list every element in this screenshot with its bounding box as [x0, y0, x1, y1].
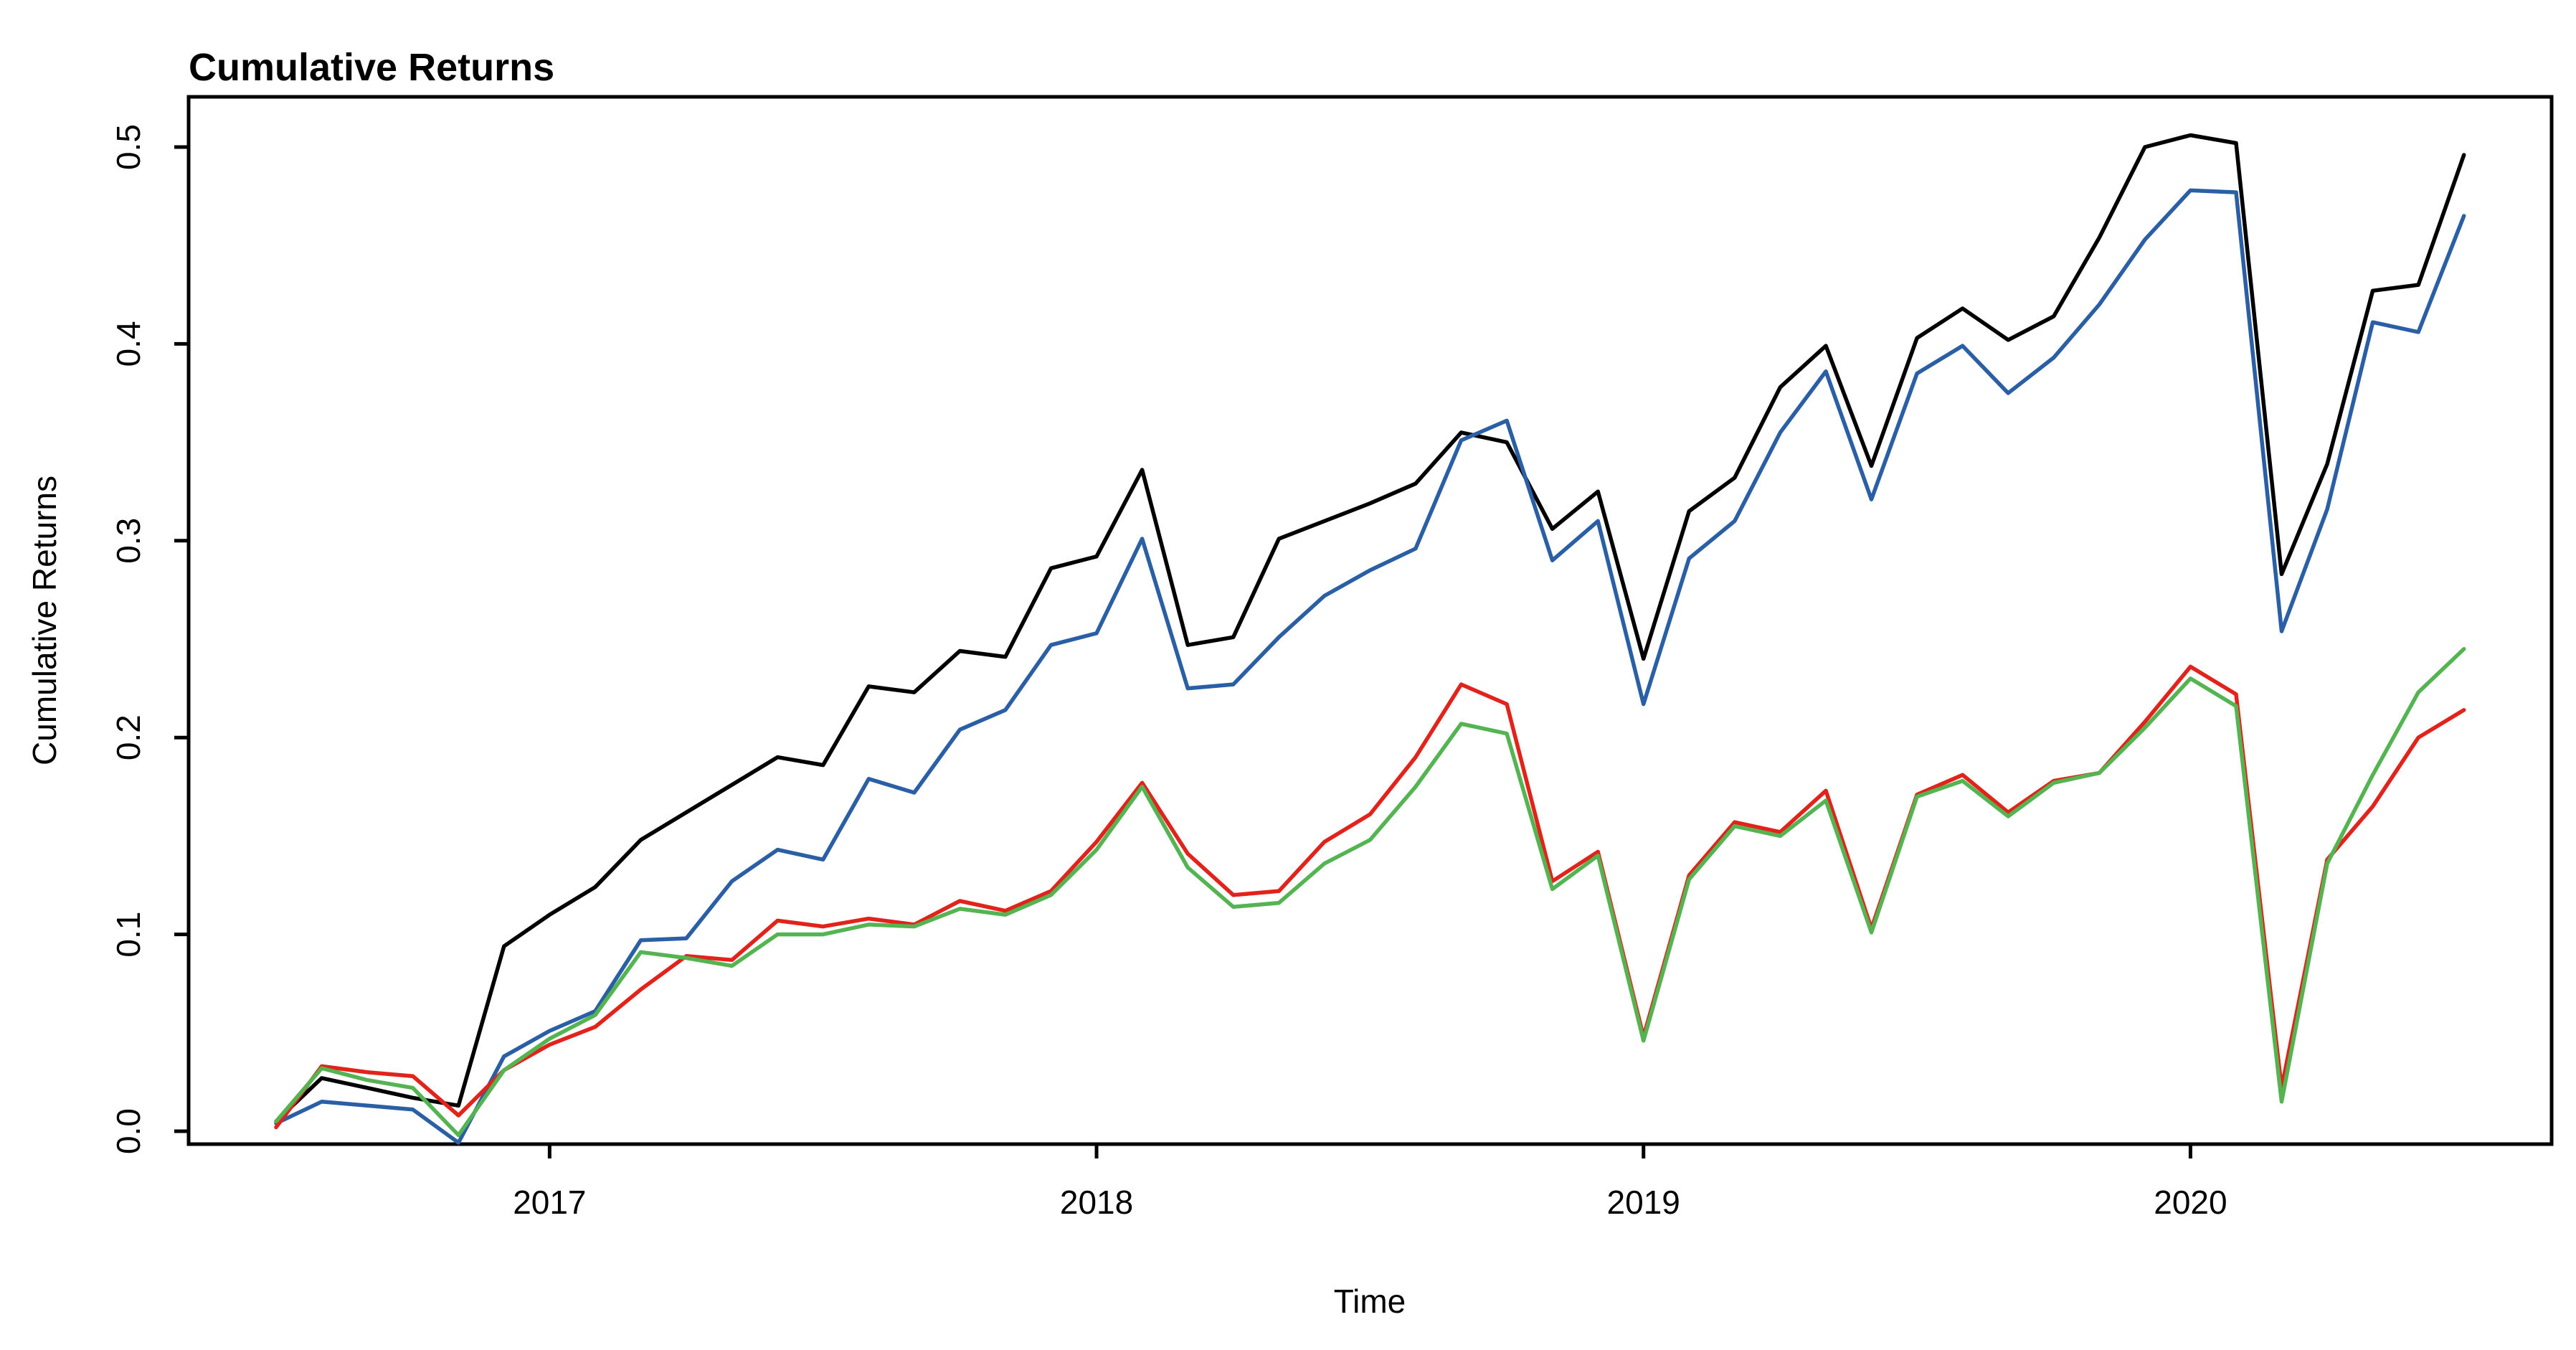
y-tick-label-0.4: 0.4 — [110, 321, 147, 367]
series-black-line — [274, 133, 2466, 1124]
plot-box — [186, 95, 2554, 1146]
x-axis-label: Time — [1334, 1283, 1406, 1320]
y-tick-label-0.0: 0.0 — [110, 1108, 147, 1154]
y-tick-label-0.1: 0.1 — [110, 912, 147, 958]
y-tick-label-0.2: 0.2 — [110, 714, 147, 760]
y-tick-label-0.5: 0.5 — [110, 124, 147, 170]
x-tick-label-2020: 2020 — [2154, 1184, 2227, 1221]
x-tick-label-2019: 2019 — [1607, 1184, 1680, 1221]
y-tick-label-0.3: 0.3 — [110, 518, 147, 564]
y-axis-label: Cumulative Returns — [26, 476, 63, 765]
series-blue-line — [274, 188, 2466, 1145]
series-lines — [274, 133, 2466, 1145]
y-axis: 0.0 0.1 0.2 0.3 0.4 0.5 — [110, 124, 189, 1154]
x-tick-label-2017: 2017 — [513, 1184, 586, 1221]
series-green-line — [274, 646, 2466, 1138]
x-axis: 2017 2018 2019 2020 — [513, 1144, 2227, 1221]
x-tick-label-2018: 2018 — [1060, 1184, 1133, 1221]
chart-title: Cumulative Returns — [189, 46, 554, 89]
